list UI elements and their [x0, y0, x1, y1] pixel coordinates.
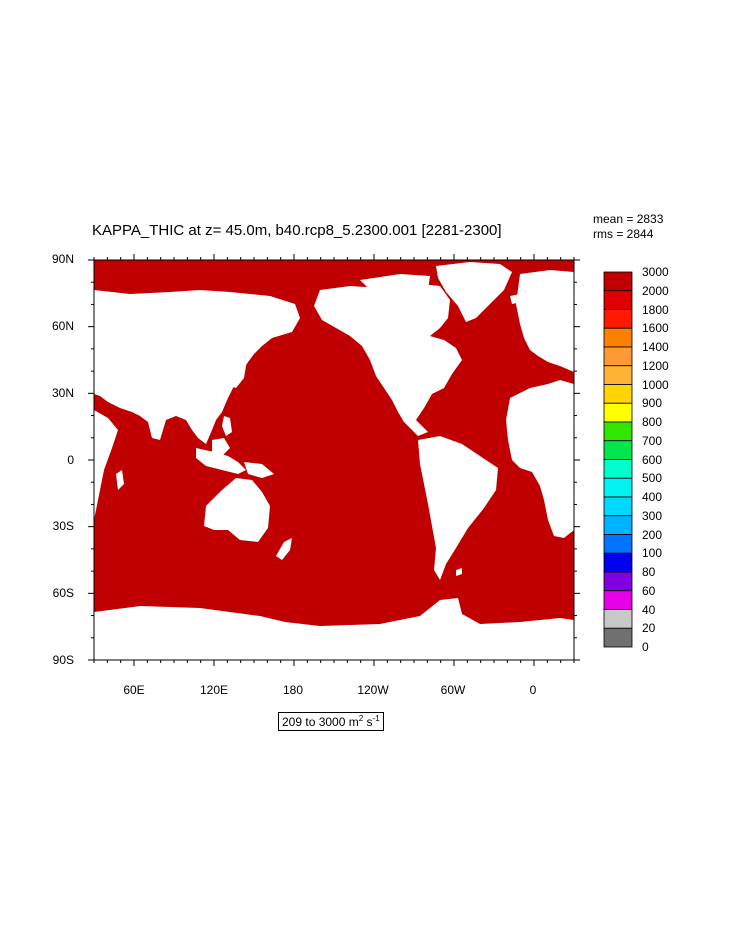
- colorbar-label: 800: [642, 415, 663, 429]
- colorbar-label: 0: [642, 640, 649, 654]
- colorbar-swatch: [603, 627, 633, 648]
- colorbar-swatch: [603, 440, 633, 460]
- colorbar-swatch: [603, 496, 633, 517]
- lat-label-60s: 60S: [52, 586, 74, 600]
- land-new-guinea: [244, 462, 274, 478]
- land-falkland: [456, 568, 462, 576]
- land-borneo: [212, 438, 230, 456]
- colorbar-swatch: [603, 384, 633, 404]
- colorbar-label: 900: [642, 396, 663, 411]
- land-mask: [94, 262, 574, 660]
- colorbar-label: 300: [642, 508, 663, 523]
- colorbar-swatch: [603, 346, 633, 367]
- land-iceland: [510, 294, 522, 304]
- lat-label-eq: 0: [67, 453, 74, 467]
- colorbar-swatch: [603, 534, 633, 554]
- rms-value: rms = 2844: [593, 227, 654, 241]
- lon-label-120w: 120W: [357, 683, 389, 697]
- colorbar-swatch: [603, 365, 633, 385]
- colorbar-label: 40: [642, 602, 656, 617]
- colorbar-swatch: [603, 459, 633, 479]
- range-label: 209 to 3000 m2 s-1: [278, 712, 384, 731]
- land-greenland: [436, 262, 512, 322]
- colorbar-label: 500: [642, 471, 663, 486]
- colorbar-swatch: [603, 421, 633, 442]
- land-africa-east: [94, 410, 118, 520]
- colorbar-label: 3000: [642, 265, 669, 279]
- land-south-america: [418, 436, 498, 580]
- colorbar-label: 600: [642, 452, 663, 467]
- lon-label-180: 180: [282, 683, 304, 697]
- land-eurasia: [94, 290, 300, 444]
- colorbar-label: 1400: [642, 340, 669, 354]
- colorbar-swatch: [603, 402, 633, 423]
- colorbar-label: 1600: [642, 321, 669, 336]
- colorbar-label: 1000: [642, 377, 669, 392]
- lat-label-90n: 90N: [51, 252, 74, 266]
- colorbar-swatch: [603, 271, 633, 292]
- land-australia: [204, 478, 270, 542]
- lon-label-60e: 60E: [123, 683, 145, 697]
- range-prefix: 209 to 3000 m: [282, 715, 359, 729]
- colorbar-swatch: [603, 327, 633, 348]
- colorbar-swatch: [603, 571, 633, 592]
- range-mid: s: [363, 715, 373, 729]
- colorbar-label: 700: [642, 433, 663, 448]
- colorbar-label: 100: [642, 546, 663, 561]
- colorbar-label: 80: [642, 565, 656, 579]
- colorbar-swatch: [603, 609, 633, 629]
- range-sup-1: 2: [358, 714, 364, 723]
- colorbar-swatch: [603, 290, 633, 310]
- plot-title: KAPPA_THIC at z= 45.0m, b40.rcp8_5.2300.…: [92, 222, 502, 239]
- lat-label-90s: 90S: [52, 653, 74, 667]
- lat-label-60n: 60N: [51, 319, 74, 333]
- land-europe: [516, 270, 574, 372]
- land-antarctica: [94, 598, 574, 660]
- lon-label-120e: 120E: [199, 683, 229, 697]
- mean-value: mean = 2833: [593, 212, 664, 226]
- colorbar-swatch: [603, 515, 633, 535]
- lat-label-30s: 30S: [52, 519, 74, 533]
- land-philippines: [222, 416, 232, 436]
- land-madagascar: [116, 470, 124, 490]
- colorbar-label: 200: [642, 527, 663, 542]
- land-indonesia: [196, 448, 246, 474]
- range-sup-2: -1: [372, 714, 380, 723]
- colorbar-label: 1200: [642, 358, 669, 373]
- colorbar-swatch: [603, 552, 633, 573]
- land-new-zealand: [276, 538, 292, 560]
- colorbar-label: 60: [642, 583, 656, 598]
- land-japan: [230, 362, 246, 388]
- colorbar-swatch: [603, 477, 633, 498]
- colorbar-label: 2000: [642, 283, 669, 298]
- lon-label-60w: 60W: [440, 683, 466, 697]
- land-north-america: [314, 284, 462, 436]
- lon-label-0: 0: [529, 683, 537, 697]
- colorbar-swatch: [603, 309, 633, 329]
- land-africa: [506, 380, 574, 538]
- lat-label-30n: 30N: [51, 386, 74, 400]
- colorbar-swatch: [603, 590, 633, 610]
- stats-block: mean = 2833 rms = 2844: [593, 212, 663, 242]
- colorbar-label: 1800: [642, 302, 669, 317]
- land-arctic-islands: [360, 274, 430, 294]
- colorbar-label: 400: [642, 490, 663, 504]
- colorbar-label: 20: [642, 621, 656, 636]
